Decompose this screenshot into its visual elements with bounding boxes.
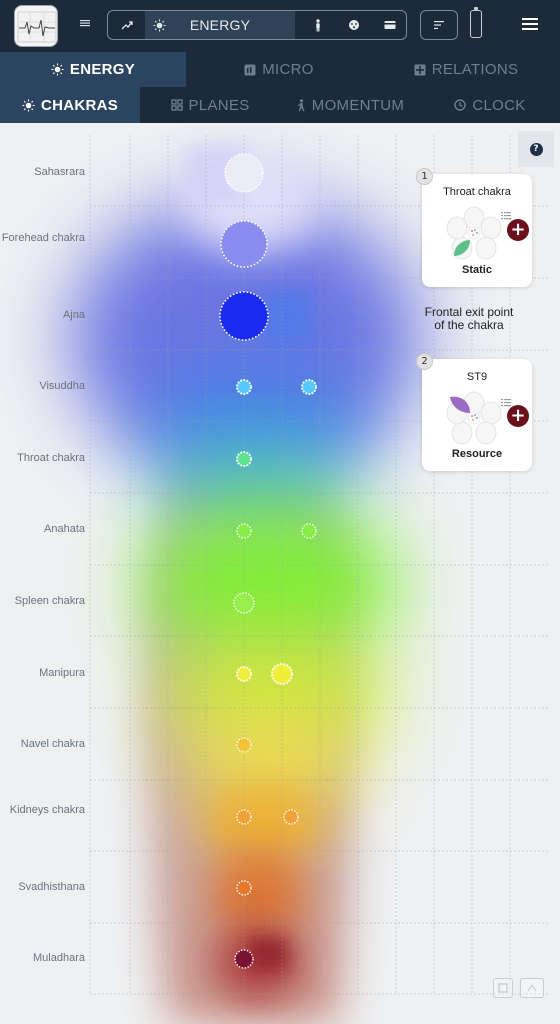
- row-label-navel: Navel chakra: [20, 738, 85, 750]
- sun-icon: [22, 98, 35, 112]
- tab-label: MOMENTUM: [311, 96, 405, 114]
- card-title: ST9: [466, 371, 488, 383]
- primary-tabs: ENERGY MICRO RELATIONS: [0, 52, 560, 87]
- chakra-point-anahata-left[interactable]: [236, 523, 252, 539]
- tab-relations[interactable]: RELATIONS: [372, 52, 560, 87]
- chakra-point-forehead[interactable]: [220, 220, 268, 268]
- tab-label: ENERGY: [69, 61, 136, 78]
- add-button[interactable]: +: [507, 405, 529, 427]
- add-button[interactable]: +: [507, 219, 529, 241]
- flower-icon: [446, 206, 502, 260]
- mode-selector[interactable]: ENERGY: [107, 10, 407, 40]
- tab-label: PLANES: [188, 96, 250, 114]
- zoom-out-icon[interactable]: [493, 978, 513, 998]
- tab-label: MICRO: [262, 61, 314, 78]
- row-label-visuddha: Visuddha: [39, 380, 85, 392]
- row-label-throat: Throat chakra: [17, 452, 85, 464]
- app-logo[interactable]: [14, 5, 58, 47]
- card-icon: [384, 21, 396, 29]
- chakra-point-svadhisthana[interactable]: [236, 880, 252, 896]
- chakra-point-anahata-right[interactable]: [301, 523, 317, 539]
- chakra-point-visuddha-right[interactable]: [301, 379, 317, 395]
- tab-clock[interactable]: CLOCK: [420, 87, 560, 123]
- tab-label: CHAKRAS: [40, 96, 119, 114]
- energy-mode-button[interactable]: ENERGY: [145, 11, 295, 39]
- menu-list-icon[interactable]: [78, 17, 92, 33]
- tab-energy[interactable]: ENERGY: [0, 52, 186, 87]
- chakra-point-sahasrara[interactable]: [224, 153, 264, 193]
- chakra-point-muladhara[interactable]: [234, 949, 254, 969]
- row-label-sahasrara: Sahasrara: [34, 166, 85, 178]
- sun-icon: [51, 63, 64, 76]
- tab-label: RELATIONS: [431, 61, 519, 78]
- expand-icon[interactable]: [520, 978, 544, 998]
- card-number: 2: [416, 353, 433, 370]
- card-title: Throat chakra: [443, 186, 511, 198]
- flower-icon: [446, 391, 502, 445]
- chakra-point-manipura-left[interactable]: [236, 666, 252, 682]
- ecg-logo-icon: [17, 11, 57, 43]
- secondary-tabs: CHAKRAS PLANES MOMENTUM CLOCK: [0, 87, 560, 123]
- mode-label: ENERGY: [189, 17, 251, 33]
- chakra-point-visuddha-left[interactable]: [236, 379, 252, 395]
- tab-momentum[interactable]: MOMENTUM: [280, 87, 420, 123]
- tab-planes[interactable]: PLANES: [140, 87, 280, 123]
- point-description: Frontal exit point of the chakra: [424, 305, 514, 332]
- hamburger-icon[interactable]: [522, 17, 542, 33]
- card-button[interactable]: [372, 11, 406, 39]
- list-icon: [500, 210, 512, 225]
- trend-button[interactable]: [108, 11, 145, 39]
- help-button[interactable]: ?: [518, 131, 554, 167]
- row-label-spleen: Spleen chakra: [14, 595, 85, 607]
- card-number: 1: [416, 168, 433, 185]
- row-label-forehead: Forehead chakra: [1, 232, 85, 244]
- row-label-ajna: Ajna: [62, 309, 85, 321]
- point-card-2[interactable]: 2 ST9 + Resource: [416, 353, 532, 471]
- relations-icon: [414, 64, 426, 75]
- person-icon: [316, 18, 320, 31]
- sort-button[interactable]: [420, 10, 458, 40]
- row-label-manipura: Manipura: [39, 667, 85, 679]
- sun-icon: [153, 19, 166, 32]
- micro-icon: [244, 64, 256, 75]
- clock-icon: [454, 99, 467, 111]
- chakra-point-throat[interactable]: [236, 451, 252, 467]
- tab-micro[interactable]: MICRO: [186, 52, 372, 87]
- face-icon: [349, 20, 359, 30]
- chakra-view: Sahasrara Forehead chakra Ajna Visuddha …: [0, 123, 560, 1024]
- row-label-svadhisthana: Svadhisthana: [18, 881, 85, 893]
- top-bar: ENERGY: [0, 0, 560, 52]
- chakra-point-manipura-right[interactable]: [271, 663, 293, 685]
- row-label-kidneys: Kidneys chakra: [9, 804, 85, 816]
- chakra-point-navel[interactable]: [236, 737, 252, 753]
- help-icon: ?: [529, 142, 543, 156]
- sort-icon: [434, 21, 444, 29]
- energy-glow: [70, 145, 420, 1003]
- tab-chakras[interactable]: CHAKRAS: [0, 87, 140, 123]
- face-button[interactable]: [336, 11, 372, 39]
- trend-icon: [121, 21, 133, 30]
- chakra-point-kidneys-right[interactable]: [283, 809, 299, 825]
- chakra-points: [219, 153, 317, 969]
- person-button[interactable]: [300, 11, 336, 39]
- card-status: Static: [462, 264, 492, 276]
- grid-icon: [170, 99, 183, 111]
- point-card-1[interactable]: 1 Throat chakra + Static: [416, 168, 532, 287]
- chakra-energy-field: [70, 135, 548, 1024]
- chakra-point-kidneys-left[interactable]: [236, 809, 252, 825]
- chakra-point-spleen[interactable]: [233, 592, 255, 614]
- tab-label: CLOCK: [472, 96, 526, 114]
- chakra-point-ajna[interactable]: [219, 291, 269, 341]
- battery-icon: [470, 7, 482, 38]
- list-icon: [500, 397, 512, 412]
- walk-icon: [297, 98, 305, 111]
- row-label-anahata: Anahata: [44, 523, 85, 535]
- row-label-muladhara: Muladhara: [33, 952, 85, 964]
- card-status: Resource: [451, 448, 503, 460]
